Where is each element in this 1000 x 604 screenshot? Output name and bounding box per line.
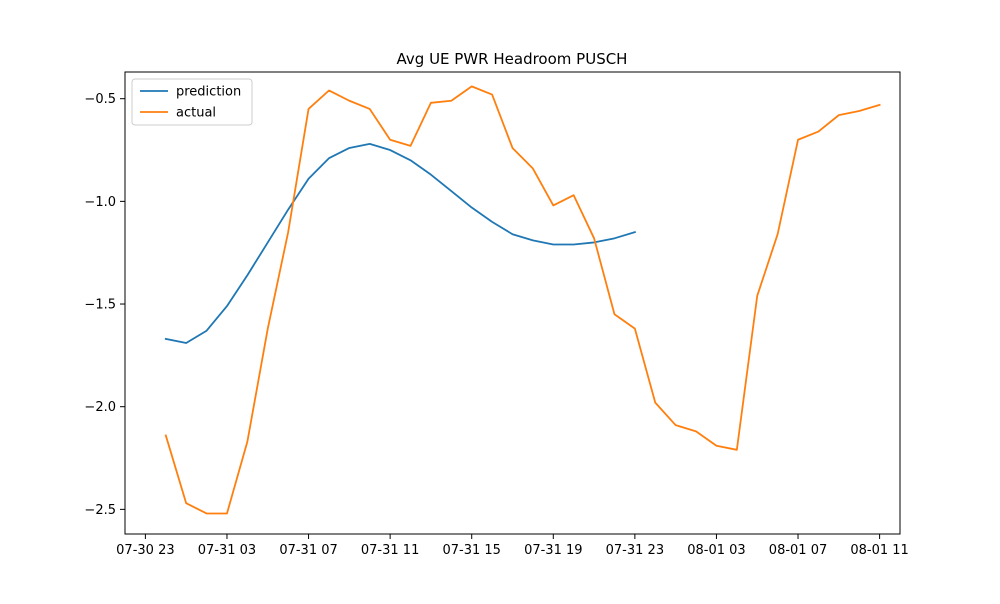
y-tick-label: −1.5 — [84, 298, 116, 313]
legend-label-prediction: prediction — [176, 85, 241, 100]
series-layer — [164, 85, 881, 515]
x-tick-label: 07-31 15 — [442, 543, 500, 558]
legend-label-actual: actual — [176, 106, 216, 121]
legend: prediction actual — [131, 78, 253, 126]
x-tick-label: 07-31 19 — [524, 543, 582, 558]
x-tick-label: 08-01 03 — [687, 543, 745, 558]
y-tick-label: −2.5 — [84, 503, 116, 518]
y-tick-label: −1.0 — [84, 195, 116, 210]
x-tick-label: 07-31 03 — [198, 543, 256, 558]
chart-title: Avg UE PWR Headroom PUSCH — [397, 50, 628, 68]
plot-frame — [124, 71, 901, 535]
x-tick-label: 08-01 11 — [850, 543, 908, 558]
x-tick-label: 07-31 11 — [361, 543, 419, 558]
y-tick-label: −2.0 — [84, 400, 116, 415]
x-tick-label: 07-31 23 — [606, 543, 664, 558]
y-axis: −2.5 −2.0 −1.5 −1.0 −0.5 — [84, 92, 125, 518]
x-axis: 07-30 23 07-31 03 07-31 07 07-31 11 07-31 15… — [116, 534, 909, 558]
x-tick-label: 08-01 07 — [769, 543, 827, 558]
y-tick-label: −0.5 — [84, 92, 116, 107]
series-line-prediction — [164, 142, 636, 344]
x-tick-label: 07-31 07 — [279, 543, 337, 558]
series-line-actual — [164, 85, 881, 515]
x-tick-label: 07-30 23 — [116, 543, 174, 558]
